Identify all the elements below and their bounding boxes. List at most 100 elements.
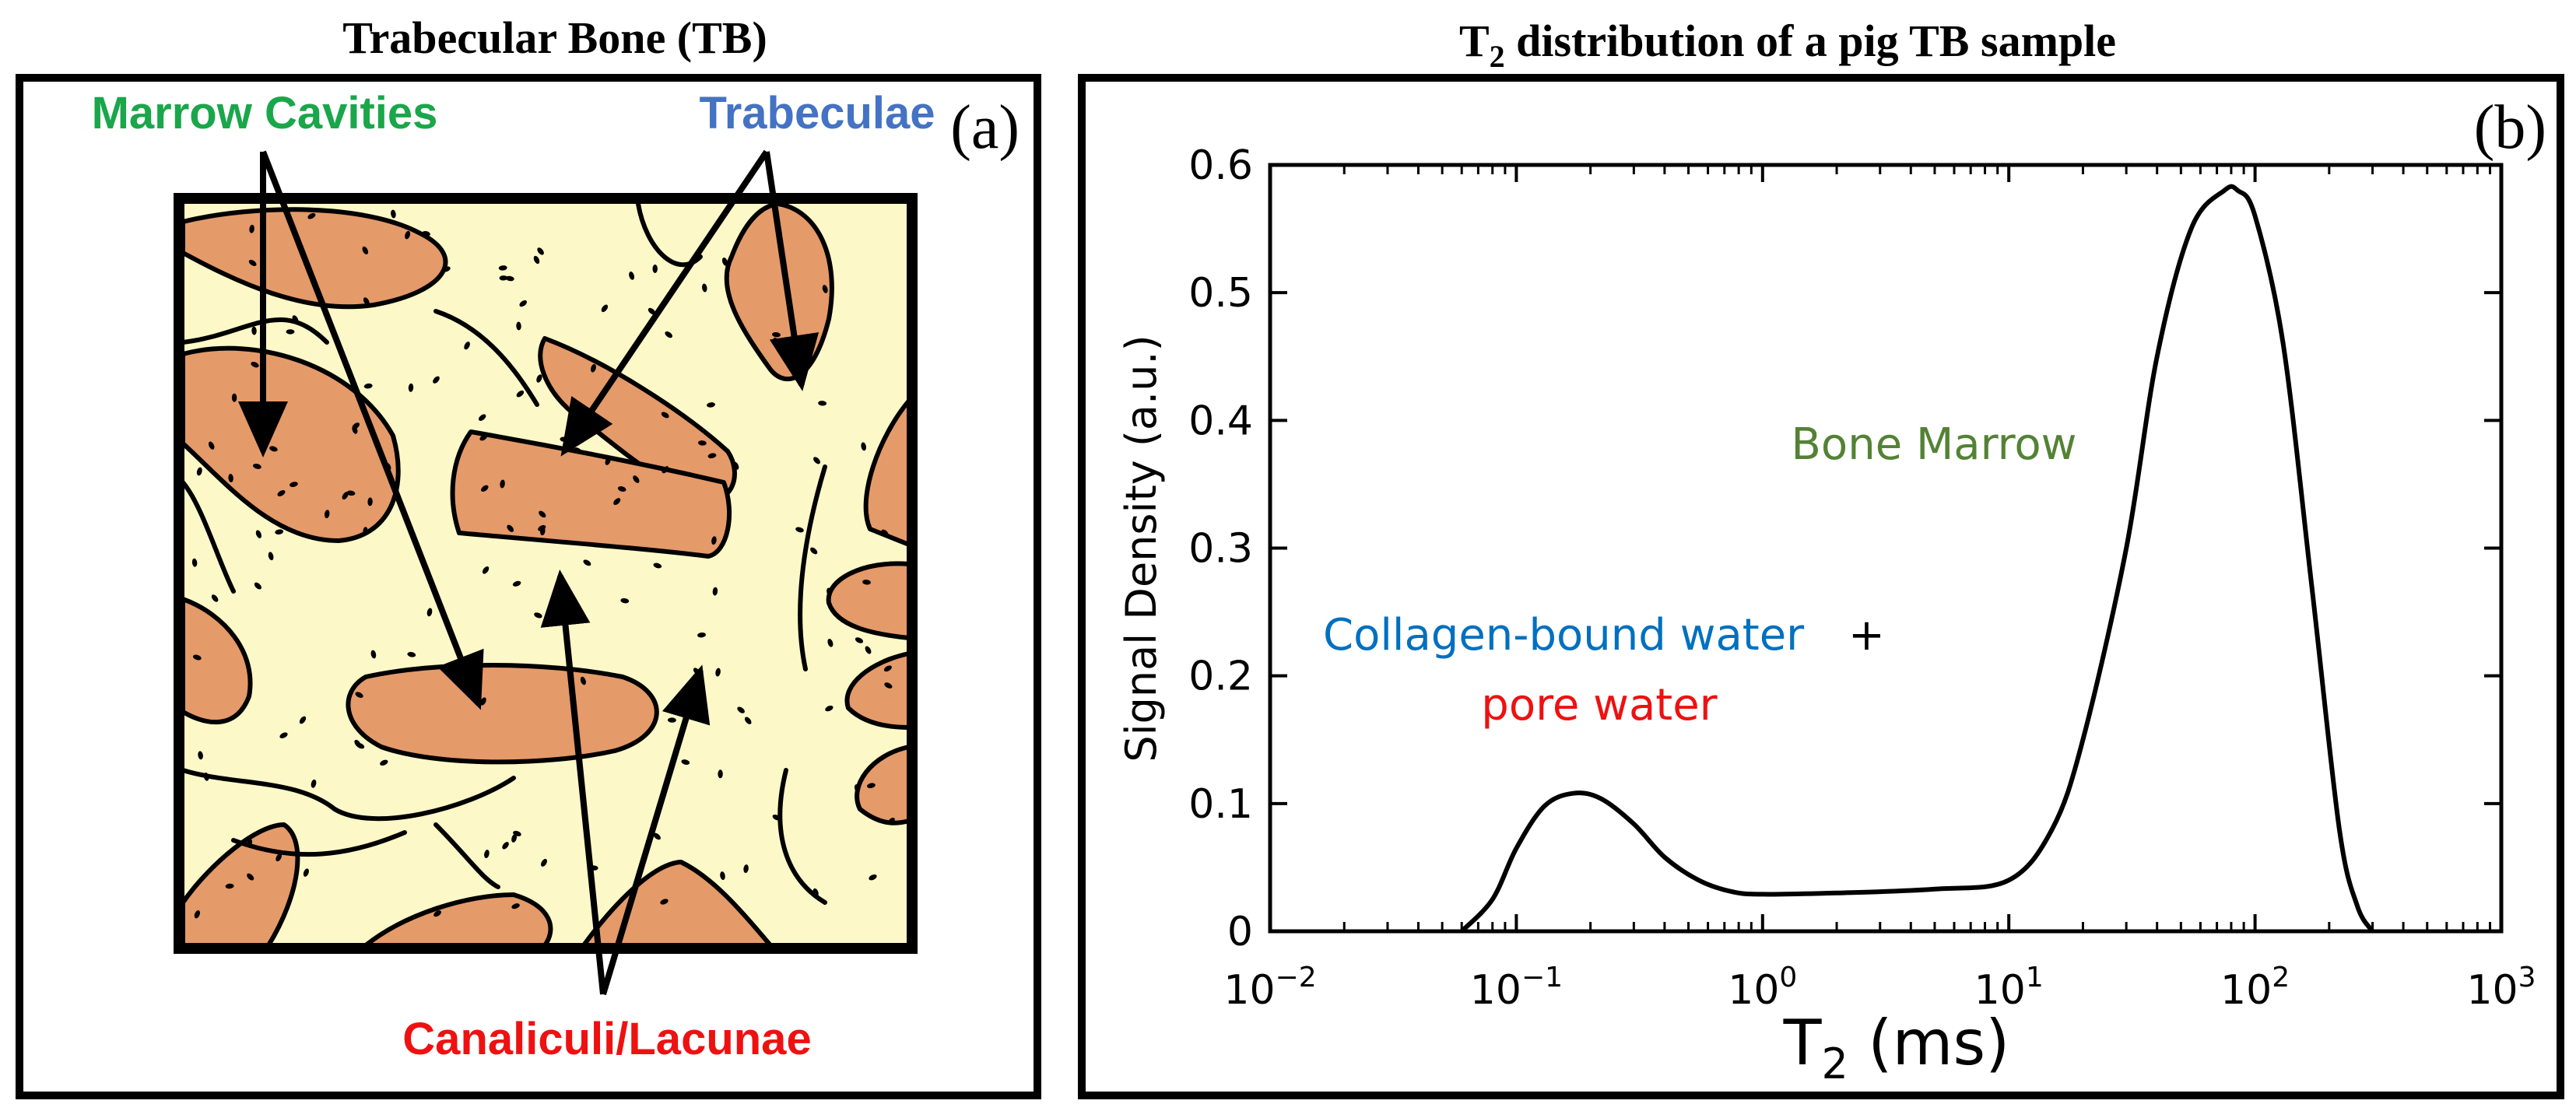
lacuna-dot [407,651,416,657]
marrow-cavity [181,207,448,310]
lacuna-dot [516,321,521,331]
lacuna-dot [194,909,201,919]
lacuna-dot [498,265,507,271]
y-axis-label: Signal Density (a.u.) [1117,335,1166,762]
panel-b-frame [1078,74,2564,1099]
y-tick-label: 0 [1227,909,1253,955]
plot-area [1268,163,2504,934]
lacuna-dot [702,283,707,293]
marrow-cavity [181,597,253,724]
lacuna-dot [887,818,895,825]
lacuna-dot [251,362,259,368]
lacuna-dot [825,705,834,712]
lacuna-dot [433,910,442,917]
lacuna-dot [363,297,370,306]
lacuna-dot [464,342,470,350]
lacuna-dot [426,608,433,617]
lacuna-dot [505,275,514,282]
marrow-cavity [181,822,300,948]
lacuna-dot [827,638,834,647]
trabecular-bone-illustration [174,193,918,954]
lacuna-dot [855,637,864,643]
lacuna-dot [519,300,527,307]
lacuna-dot [198,751,203,760]
marrow-arrow-2 [260,150,484,710]
lacuna-dot [772,815,781,821]
plus-annotation: + [1848,610,1885,661]
lacuna-dot [307,212,316,219]
lacuna-dot [442,266,451,272]
lacuna-dot [512,580,521,587]
panel-a-tag: (a) [950,93,1020,162]
lacuna-dot [653,832,661,840]
trabecula-edge [798,464,827,671]
lacuna-dot [826,587,832,597]
lacuna-dot [822,285,828,293]
lacuna-dot [299,716,307,724]
lacuna-dot [737,706,745,713]
lacuna-dot [534,612,542,619]
trabecula-edge [181,480,236,594]
canaliculi-lacunae-label: Canaliculi/Lacunae [402,1014,811,1064]
lacuna-dot [732,461,739,470]
lacuna-dot [391,209,396,219]
illustration-border [174,193,918,954]
lacuna-dot [583,559,591,566]
lacuna-dot [254,582,261,590]
panel-b-title: T2 distribution of a pig TB sample [1459,16,2116,74]
lacuna-dot [481,485,489,492]
lacuna-dot [681,759,690,766]
y-tick-labels: 0 0.1 0.2 0.3 0.4 0.5 0.6 [1188,142,1253,955]
trabecula-edge [433,309,539,407]
lacuna-dot [869,874,877,881]
x-tick-label: 101 [1974,962,2044,1014]
lacuna-dot [248,259,257,266]
y-tick-label: 0.4 [1188,398,1253,444]
x-tick-label: 10−1 [1470,962,1563,1014]
x-tick-labels: 10−2 10−1 100 101 102 103 [1223,962,2536,1014]
panel-a: Trabecular Bone (TB) (a) [16,12,1041,1099]
trabecula-edge [433,822,500,889]
lacuna-dot [533,255,540,265]
lacuna-dot [795,527,804,533]
lacuna-dot [865,646,872,654]
x-tick-label: 102 [2220,962,2290,1014]
lacuna-dot [866,783,876,789]
lacuna-dot [253,463,261,469]
lacuna-dot [433,376,440,384]
lacuna-dot [303,868,309,877]
lacuna-dot [711,536,717,545]
lacuna-dot [580,676,586,685]
lacuna-dot [324,510,330,519]
canaliculi-arrow-2 [600,664,711,996]
lacuna-dot [511,903,520,909]
lacuna-dot [247,839,253,847]
lacuna-dot [208,441,215,450]
lacuna-dot [539,510,546,518]
lacuna-dot [720,871,725,881]
y-tick-label: 0.2 [1188,654,1253,700]
lacuna-dot [507,524,514,532]
lacuna-dot [408,383,414,392]
trabecula-edge [777,768,827,905]
lacuna-dot [697,440,707,446]
lacuna-dot [290,482,298,487]
lacuna-dot [231,393,237,402]
lacuna-dot [601,304,609,313]
y-tick-label: 0.1 [1188,781,1253,828]
trabecula-edge [231,830,407,857]
marrow-cavity [863,398,911,547]
lacuna-dot [861,442,867,451]
trabeculae-arrow-2 [763,151,819,391]
lacuna-dot [499,275,508,281]
lacuna-dot [203,772,209,781]
lacuna-dot [513,830,521,836]
lacuna-dot [862,580,871,585]
lacuna-dot [653,563,662,569]
x-axis-label: T2 (ms) [1783,1007,2010,1088]
lacuna-dot [648,307,656,315]
lacuna-dot [660,899,669,905]
marrow-cavity [826,561,911,640]
lacuna-dot [810,547,818,555]
